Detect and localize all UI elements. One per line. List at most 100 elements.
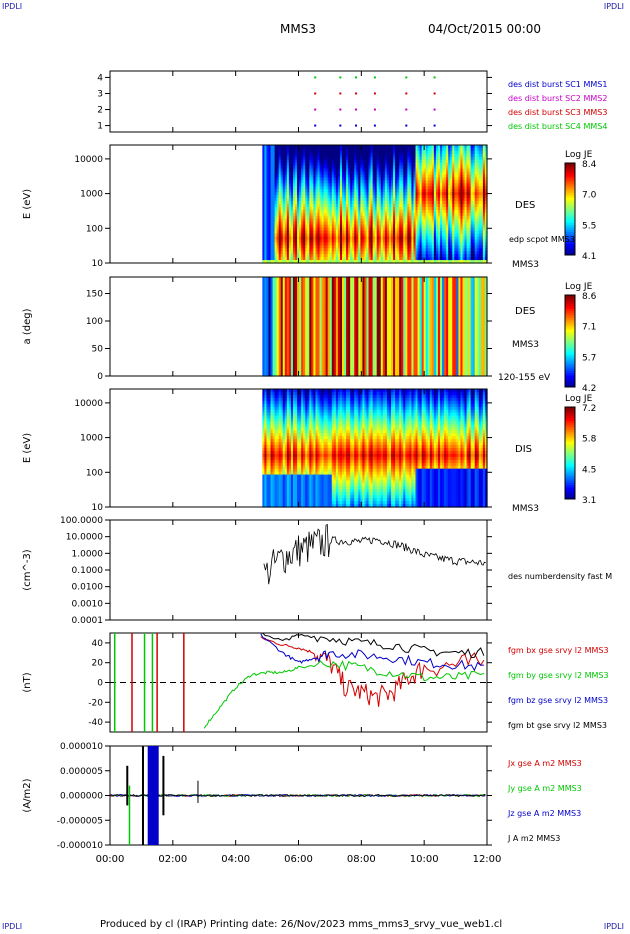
- heatmap-cell: [350, 233, 353, 238]
- heatmap-cell: [344, 201, 347, 205]
- heatmap-cell: [284, 311, 288, 315]
- heatmap-cell: [464, 215, 468, 220]
- heatmap-cell: [437, 248, 441, 252]
- heatmap-cell: [440, 227, 443, 232]
- heatmap-cell: [395, 260, 398, 264]
- heatmap-cell: [307, 156, 310, 161]
- heatmap-cell: [350, 221, 353, 226]
- heatmap-cell: [278, 198, 282, 202]
- heatmap-cell: [413, 171, 417, 176]
- heatmap-cell: [309, 165, 312, 170]
- heatmap-cell: [309, 192, 312, 196]
- heatmap-cell: [354, 209, 357, 214]
- heatmap-cell: [484, 153, 488, 158]
- heatmap-cell: [388, 257, 392, 261]
- heatmap-cell: [448, 254, 451, 258]
- heatmap-cell: [413, 201, 417, 205]
- heatmap-cell: [474, 218, 478, 223]
- heatmap-cell: [440, 189, 443, 193]
- heatmap-cell: [433, 245, 437, 249]
- heatmap-cell: [462, 198, 466, 202]
- heatmap-cell: [421, 236, 425, 240]
- heatmap-cell: [478, 168, 482, 173]
- heatmap-cell: [268, 227, 272, 232]
- heatmap-cell: [323, 183, 327, 187]
- heatmap-cell: [299, 251, 302, 255]
- heatmap-cell: [435, 198, 439, 202]
- colorbar-segment: [565, 192, 575, 196]
- heatmap-cell: [401, 224, 404, 229]
- heatmap-cell: [307, 227, 310, 232]
- heatmap-cell: [282, 277, 286, 281]
- heatmap-cell: [388, 260, 392, 264]
- heatmap-cell: [423, 153, 427, 158]
- heatmap-cell: [484, 159, 488, 164]
- heatmap-cell: [419, 209, 423, 214]
- heatmap-cell: [262, 260, 266, 264]
- heatmap-cell: [288, 245, 292, 249]
- heatmap-cell: [286, 186, 290, 190]
- colorbar-tick: 8.4: [582, 160, 597, 170]
- heatmap-cell: [399, 150, 402, 155]
- heatmap-cell: [478, 251, 482, 255]
- heatmap-cell: [425, 215, 429, 220]
- heatmap-cell: [295, 230, 298, 235]
- heatmap-cell: [452, 145, 455, 149]
- heatmap-cell: [435, 224, 439, 229]
- heatmap-cell: [360, 165, 364, 170]
- heatmap-cell: [429, 198, 433, 202]
- heatmap-cell: [262, 159, 266, 164]
- heatmap-cell: [288, 201, 292, 205]
- heatmap-cell: [280, 289, 284, 293]
- heatmap-cell: [358, 201, 361, 205]
- heatmap-cell: [329, 257, 333, 261]
- heatmap-cell: [386, 165, 390, 170]
- heatmap-cell: [337, 218, 341, 223]
- heatmap-cell: [360, 162, 364, 167]
- heatmap-cell: [354, 248, 357, 252]
- heatmap-cell: [435, 150, 439, 155]
- heatmap-cell: [384, 218, 388, 223]
- heatmap-cell: [384, 186, 388, 190]
- heatmap-cell: [262, 162, 266, 167]
- heatmap-cell: [440, 162, 443, 167]
- heatmap-cell: [470, 242, 474, 246]
- heatmap-cell: [468, 153, 472, 158]
- heatmap-cell: [484, 204, 488, 208]
- heatmap-cell: [421, 168, 425, 173]
- heatmap-cell: [323, 236, 327, 240]
- colorbar-segment: [565, 250, 575, 254]
- heatmap-cell: [307, 177, 310, 181]
- heatmap-cell: [270, 363, 274, 367]
- heatmap-cell: [288, 189, 292, 193]
- heatmap-cell: [278, 248, 282, 252]
- heatmap-cell: [288, 221, 292, 226]
- heatmap-cell: [297, 206, 300, 211]
- heatmap-cell: [313, 201, 317, 205]
- heatmap-cell: [293, 156, 296, 161]
- heatmap-cell: [415, 212, 419, 217]
- heatmap-cell: [370, 239, 374, 243]
- heatmap-cell: [342, 159, 345, 164]
- heatmap-cell: [405, 260, 408, 264]
- heatmap-cell: [280, 316, 284, 320]
- heatmap-cell: [293, 162, 296, 167]
- heatmap-cell: [362, 215, 366, 220]
- heatmap-cell: [333, 195, 337, 199]
- heatmap-cell: [309, 257, 312, 261]
- heatmap-cell: [411, 145, 415, 149]
- heatmap-cell: [329, 245, 333, 249]
- heatmap-cell: [311, 147, 315, 152]
- heatmap-cell: [288, 204, 292, 208]
- heatmap-cell: [282, 326, 286, 330]
- heatmap-cell: [386, 230, 390, 235]
- heatmap-cell: [295, 198, 298, 202]
- heatmap-cell: [435, 233, 439, 238]
- heatmap-cell: [278, 156, 282, 161]
- legend-entry: des dist burst SC4 MMS4: [508, 122, 607, 131]
- heatmap-cell: [288, 209, 292, 214]
- heatmap-cell: [462, 159, 466, 164]
- heatmap-cell: [395, 254, 398, 258]
- heatmap-cell: [460, 189, 464, 193]
- heatmap-cell: [264, 304, 268, 308]
